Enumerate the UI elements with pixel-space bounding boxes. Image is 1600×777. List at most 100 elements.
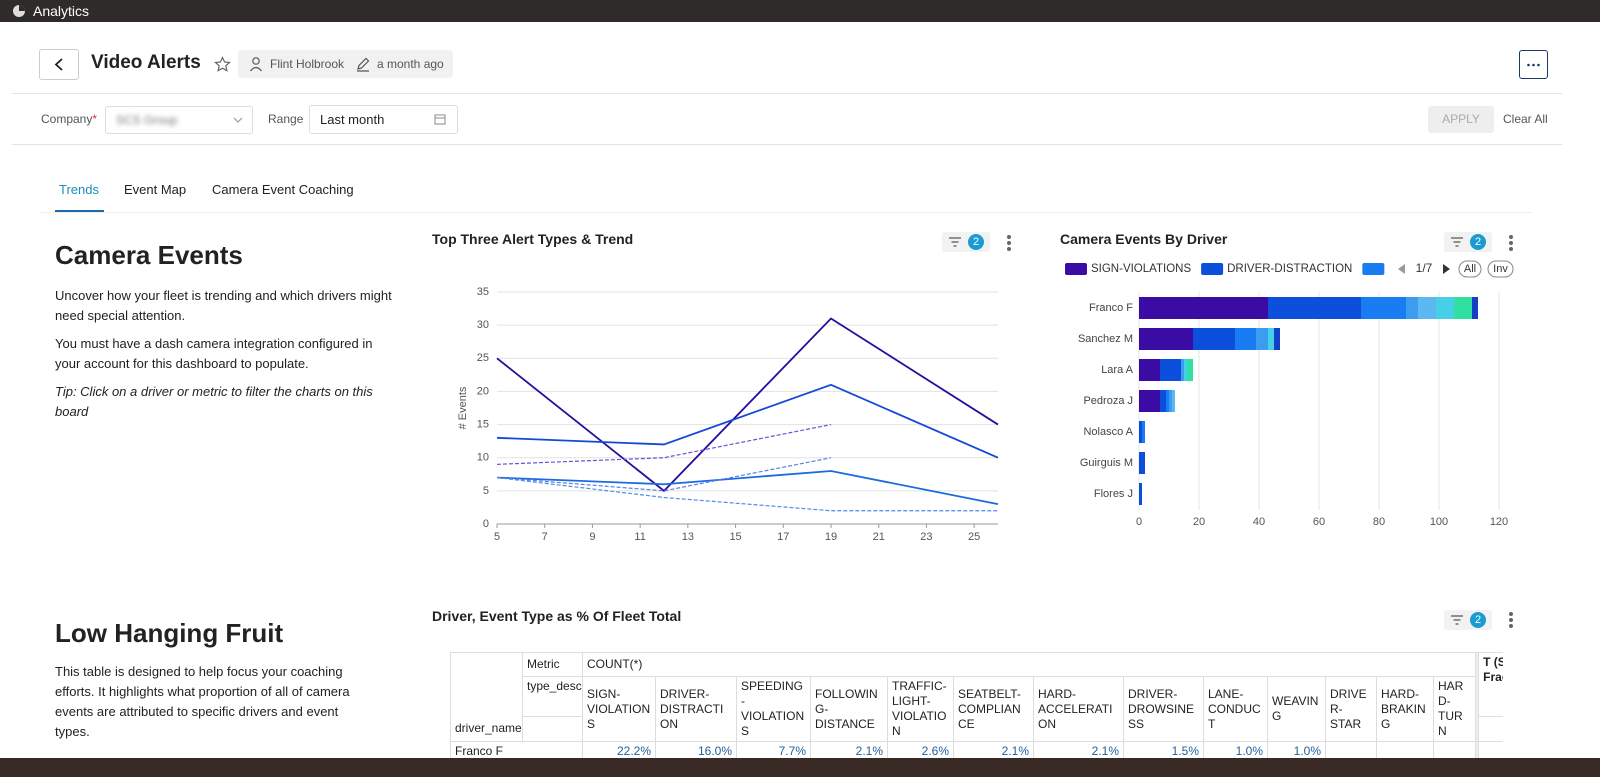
header-label: Metric	[522, 652, 583, 677]
data-cell[interactable]: 2.6%	[887, 741, 954, 758]
column-header[interactable]: SIGN-VIOLATIONS	[582, 676, 656, 742]
x-tick-label: 19	[825, 531, 837, 543]
apply-button[interactable]: APPLY	[1428, 106, 1494, 133]
filter-chip[interactable]: 2	[1444, 610, 1492, 630]
column-header[interactable]: DRIVER-DROWSINESS	[1123, 676, 1204, 742]
column-header[interactable]: LANE-CONDUCT	[1203, 676, 1268, 742]
column-header[interactable]: HARD-BRAKING	[1376, 676, 1434, 742]
chart-menu[interactable]	[1509, 235, 1513, 253]
x-tick-label: 0	[1136, 516, 1142, 528]
bar-segment	[1235, 328, 1256, 350]
legend: SIGN-VIOLATIONS DRIVER-DISTRACTION SPEEDIN…	[1065, 263, 1520, 275]
filter-count: 2	[1470, 234, 1486, 250]
section-text: This table is designed to help focus you…	[55, 662, 375, 750]
bar-segment	[1139, 328, 1193, 350]
y-tick-label: Flores J	[1094, 488, 1133, 500]
data-cell[interactable]: 16.0%	[655, 741, 737, 758]
column-header[interactable]: WEAVING	[1267, 676, 1326, 742]
column-header[interactable]: FOLLOWING-DISTANCE	[810, 676, 888, 742]
column-header[interactable]: HARD-ACCELERATION	[1033, 676, 1124, 742]
tab[interactable]: Event Map	[124, 182, 187, 197]
legend-inv[interactable]: Inv	[1493, 263, 1508, 275]
chart-menu[interactable]	[1007, 235, 1011, 253]
y-tick-label: 5	[483, 485, 489, 497]
back-button[interactable]	[39, 49, 79, 80]
filter-count: 2	[968, 234, 984, 250]
bar-segment	[1256, 328, 1268, 350]
x-tick-label: 80	[1373, 516, 1385, 528]
data-cell[interactable]: 1.5%	[1123, 741, 1204, 758]
clear-all[interactable]: Clear All	[1503, 112, 1548, 126]
star-button[interactable]	[214, 56, 231, 73]
data-cell[interactable]: 2.1%	[810, 741, 888, 758]
column-header[interactable]: DRIVER-DISTRACTION	[655, 676, 737, 742]
legend-inv-pill[interactable]	[1487, 260, 1514, 278]
legend-label: SIGN-VIOLATIONS	[1091, 263, 1191, 275]
column-header[interactable]: DRIVER-STAR	[1325, 676, 1377, 742]
legend-label: SPEEDING-VIOLATIONS	[1388, 263, 1520, 275]
bar-segment	[1193, 328, 1235, 350]
data-cell[interactable]	[1376, 741, 1434, 758]
row-header[interactable]: Franco F	[450, 741, 583, 758]
bar-segment	[1274, 328, 1280, 350]
legend-all[interactable]: All	[1464, 263, 1476, 275]
column-header[interactable]: TRAFFIC-LIGHT-VIOLATION	[887, 676, 954, 742]
filter-count: 2	[1470, 612, 1486, 628]
column-header[interactable]: SEATBELT-COMPLIANCE	[953, 676, 1034, 742]
bar-segment	[1139, 297, 1268, 319]
tab[interactable]: Camera Event Coaching	[212, 182, 354, 197]
section-title: Camera Events	[55, 240, 243, 270]
metric-header: COUNT(*)	[581, 652, 1477, 677]
chart-menu[interactable]	[1509, 612, 1513, 630]
y-tick-label: 35	[477, 286, 489, 298]
total-sub: To	[1478, 716, 1503, 742]
bar-segment	[1181, 359, 1184, 381]
legend-prev[interactable]	[1398, 264, 1405, 274]
bar-segment	[1454, 297, 1472, 319]
bar-segment	[1418, 297, 1436, 319]
line-series	[496, 423, 832, 465]
required-mark: *	[92, 112, 98, 126]
y-tick-label: Pedroza J	[1083, 395, 1133, 407]
data-cell[interactable]	[1432, 741, 1477, 758]
data-cell[interactable]: 1.0%	[1267, 741, 1326, 758]
data-cell[interactable]: 1.0%	[1203, 741, 1268, 758]
header-label: driver_name	[450, 716, 523, 742]
y-tick-label: 20	[477, 385, 489, 397]
range-picker[interactable]: Last month	[309, 105, 458, 134]
empty-cell	[522, 716, 583, 742]
filter-chip[interactable]: 2	[1444, 232, 1492, 252]
paragraph: Uncover how your fleet is trending and w…	[55, 288, 392, 323]
bar-segment	[1160, 359, 1181, 381]
data-cell[interactable]: 2.1%	[953, 741, 1034, 758]
data-cell[interactable]: 2.1%	[1033, 741, 1124, 758]
filter-chip[interactable]: 2	[942, 232, 990, 252]
data-cell[interactable]: 22.2%	[582, 741, 656, 758]
data-cell[interactable]	[1325, 741, 1377, 758]
x-tick-label: 23	[920, 531, 932, 543]
bottom-strip	[0, 758, 1600, 777]
column-header[interactable]: HARD-TURN	[1432, 676, 1477, 742]
data-cell[interactable]: 7.7%	[736, 741, 811, 758]
corner-cell	[450, 652, 523, 717]
tip: Tip: Click on a driver or metric to filt…	[55, 384, 373, 419]
modified: a month ago	[377, 57, 444, 71]
y-axis-label: # Events	[457, 386, 469, 429]
chart-title: Top Three Alert Types & Trend	[432, 231, 634, 247]
legend-next[interactable]	[1443, 264, 1450, 274]
tab[interactable]: Trends	[59, 182, 99, 197]
company-select[interactable]: SCS Group	[105, 106, 253, 134]
divider	[12, 144, 1562, 145]
total-header: T (Sur Frac	[1478, 652, 1503, 718]
paragraph: You must have a dash camera integration …	[55, 336, 373, 371]
legend-all-pill[interactable]	[1458, 260, 1482, 278]
line-series	[496, 317, 999, 493]
y-tick-label: Franco F	[1089, 302, 1133, 314]
column-header[interactable]: SPEEDING-VIOLATIONS	[736, 676, 811, 742]
bar-segment	[1268, 328, 1274, 350]
x-tick-label: 15	[729, 531, 741, 543]
more-button[interactable]	[1519, 50, 1548, 79]
